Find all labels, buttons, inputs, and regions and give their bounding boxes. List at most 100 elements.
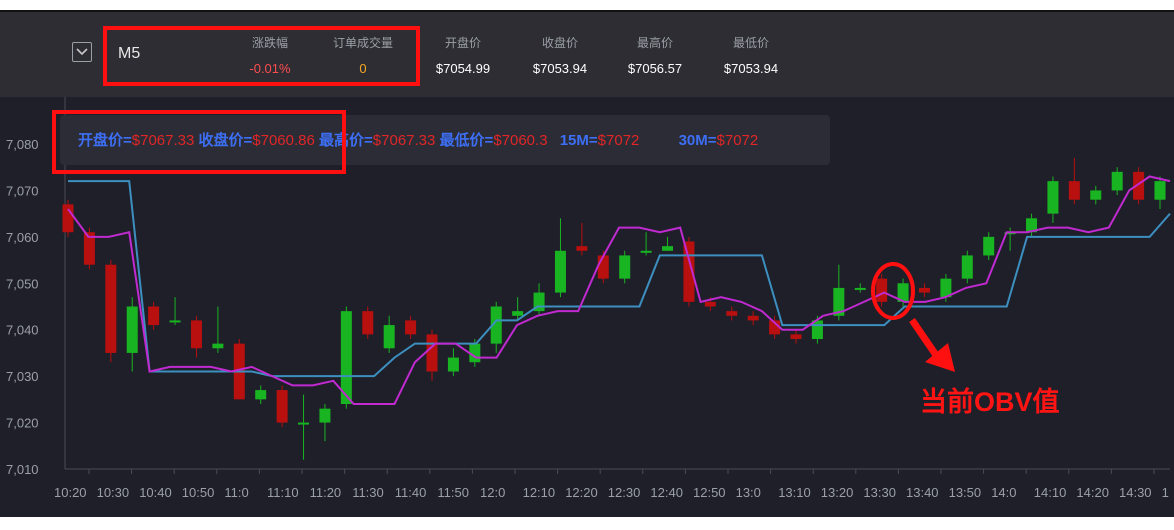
annotation-label: 当前OBV值 (920, 387, 1060, 417)
candle-body (704, 301, 716, 307)
y-tick-label: 7,020 (6, 416, 39, 431)
highlight-box-header (103, 26, 420, 86)
x-tick-label: 12:0 (480, 485, 505, 500)
x-tick-label: 11:10 (267, 485, 299, 500)
candle-body (1090, 190, 1102, 200)
candle-body (469, 343, 481, 363)
highlight-box-ohlc (52, 110, 346, 174)
open-value: $7067.33 (131, 132, 195, 149)
ohlc-readout: 开盘价=$7067.33 收盘价=$7060.86 最高价=$7067.33 最… (78, 129, 758, 150)
stat-label: 涨跌幅 (251, 36, 288, 50)
stat-high: 最高价 $7056.57 (610, 34, 700, 76)
candle-body (597, 255, 609, 279)
x-axis: 10:20 10:30 10:40 10:50 11:0 11:10 11:20 11:30 1… (54, 469, 1169, 500)
ma15-value: $7072 (597, 132, 640, 149)
candle-body (148, 306, 160, 326)
x-tick-label: 11:20 (310, 485, 342, 500)
candle-body (811, 320, 823, 339)
candle-body (212, 343, 224, 349)
stat-value: 0 (359, 61, 367, 76)
candle-body (961, 255, 973, 279)
candles (62, 157, 1166, 460)
candle-body (1026, 218, 1038, 233)
open-label: 开盘价= (78, 132, 132, 149)
stat-label: 订单成交量 (332, 36, 393, 50)
x-tick-label: 12:10 (523, 485, 556, 500)
x-tick-label: 11:30 (352, 485, 384, 500)
candle-body (490, 306, 502, 344)
ma-line-purple (67, 175, 1171, 405)
x-tick-label: 12:20 (565, 485, 598, 500)
candle-body (876, 278, 888, 302)
y-tick-label: 7,010 (6, 462, 39, 477)
y-tick-label: 7,070 (6, 183, 39, 198)
candle-body (169, 320, 181, 323)
candle-body (512, 311, 524, 316)
candle-body (662, 246, 674, 251)
ma-line-blue (68, 180, 1171, 378)
stat-close: 收盘价 $7053.94 (515, 34, 605, 76)
candle-body (983, 236, 995, 256)
ma15-label: 15M= (559, 132, 598, 149)
candle-body (854, 287, 866, 290)
x-tick-label: 13:40 (906, 485, 939, 500)
x-tick-label: 11:0 (224, 485, 248, 500)
x-tick-label: 13:20 (821, 485, 854, 500)
candle-body (190, 320, 202, 349)
stat-label: 开盘价 (444, 36, 481, 50)
candle-body (340, 311, 352, 404)
x-tick-label: 10:40 (139, 485, 172, 500)
candle-body (276, 390, 288, 423)
ma30-value: $7072 (716, 132, 759, 149)
candle-body (1068, 181, 1080, 200)
candle-body (576, 246, 588, 251)
candle-body (769, 320, 781, 335)
candle-body (298, 422, 310, 425)
candle-body (255, 390, 267, 400)
timeframe-label: M5 (118, 45, 141, 62)
y-tick-label: 7,050 (6, 276, 39, 291)
x-tick-label: 11:50 (437, 485, 469, 500)
candle-body (405, 320, 417, 335)
y-tick-label: 7,060 (6, 230, 39, 245)
x-tick-label: 14:30 (1119, 485, 1152, 500)
x-tick-label: 14:10 (1034, 485, 1067, 500)
candle-body (1004, 232, 1016, 235)
candle-body (918, 287, 930, 293)
x-tick-label: 10:50 (182, 485, 215, 500)
x-tick-label: 14:0 (991, 485, 1016, 500)
candle-body (683, 241, 695, 302)
stat-low: 最低价 $7053.94 (706, 34, 796, 76)
candle-body (554, 250, 566, 293)
stat-label: 最高价 (636, 36, 673, 50)
x-tick-label: 13:0 (736, 485, 761, 500)
stat-value: $7054.99 (435, 61, 491, 76)
x-tick-label: 11:40 (395, 485, 427, 500)
x-tick-label: 13:50 (949, 485, 982, 500)
stat-value: $7053.94 (723, 61, 779, 76)
candle-body (533, 292, 545, 312)
candle-body (726, 311, 738, 316)
x-tick-label: 14:20 (1076, 485, 1109, 500)
stat-label: 最低价 (732, 36, 769, 50)
stat-label: 收盘价 (541, 36, 578, 50)
candle-body (447, 357, 459, 372)
x-tick-label: 12:40 (650, 485, 683, 500)
chevron-down-icon (76, 48, 88, 56)
high-value: $7067.33 (372, 132, 436, 149)
stat-change: 涨跌幅 -0.01% (225, 34, 315, 76)
candle-body (362, 311, 374, 335)
y-tick-label: 7,080 (6, 137, 39, 152)
low-value: $7060.3 (493, 132, 548, 149)
x-tick-label: 10:30 (97, 485, 130, 500)
candle-body (940, 278, 952, 298)
stat-value: $7053.94 (532, 61, 588, 76)
candle-body (1133, 171, 1145, 200)
candle-body (83, 232, 95, 265)
candle-body (790, 334, 802, 339)
candle-body (62, 204, 74, 233)
stat-open: 开盘价 $7054.99 (418, 34, 508, 76)
timeframe-dropdown[interactable] (72, 42, 92, 62)
y-axis: 7,010 7,020 7,030 7,040 7,050 7,060 7,070 7,080 (6, 137, 39, 477)
candlestick-chart: 7,010 7,020 7,030 7,040 7,050 7,060 7,070 7,080… (6, 97, 1171, 500)
